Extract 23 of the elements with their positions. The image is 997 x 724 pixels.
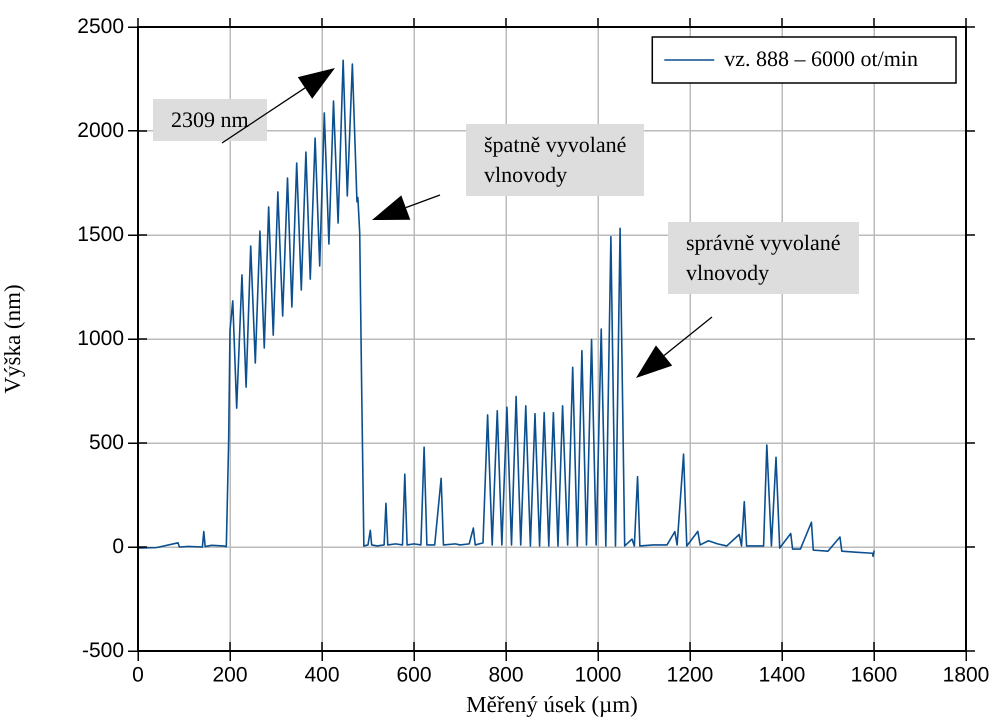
y-tick-label: 1500 [77, 222, 124, 246]
y-tick-label: -500 [82, 638, 124, 662]
y-tick-label: 0 [112, 534, 124, 558]
annotation: správně vyvolané vlnovody [668, 222, 859, 294]
annotation: 2309 nm [153, 99, 267, 141]
y-tick-label: 2000 [77, 118, 124, 142]
y-tick-label: 500 [88, 430, 124, 454]
x-tick-label: 600 [396, 663, 432, 686]
x-tick-label: 400 [304, 663, 340, 686]
x-axis-title: Měřený úsek (µm) [466, 692, 638, 718]
x-tick-label: 1400 [758, 663, 806, 686]
legend-label: vz. 888 – 6000 ot/min [724, 46, 918, 71]
x-tick-label: 1000 [574, 663, 622, 686]
x-tick-label: 1600 [850, 663, 898, 686]
x-tick-label: 1200 [666, 663, 714, 686]
y-axis-title: Výška (nm) [0, 284, 25, 394]
x-tick-label: 1800 [942, 663, 990, 686]
x-tick-label: 0 [132, 663, 144, 686]
y-tick-label: 2500 [77, 14, 124, 38]
x-tick-label: 800 [488, 663, 524, 686]
y-tick-label: 1000 [77, 326, 124, 350]
annotation: špatně vyvolané vlnovody [466, 124, 644, 196]
x-tick-label: 200 [212, 663, 248, 686]
